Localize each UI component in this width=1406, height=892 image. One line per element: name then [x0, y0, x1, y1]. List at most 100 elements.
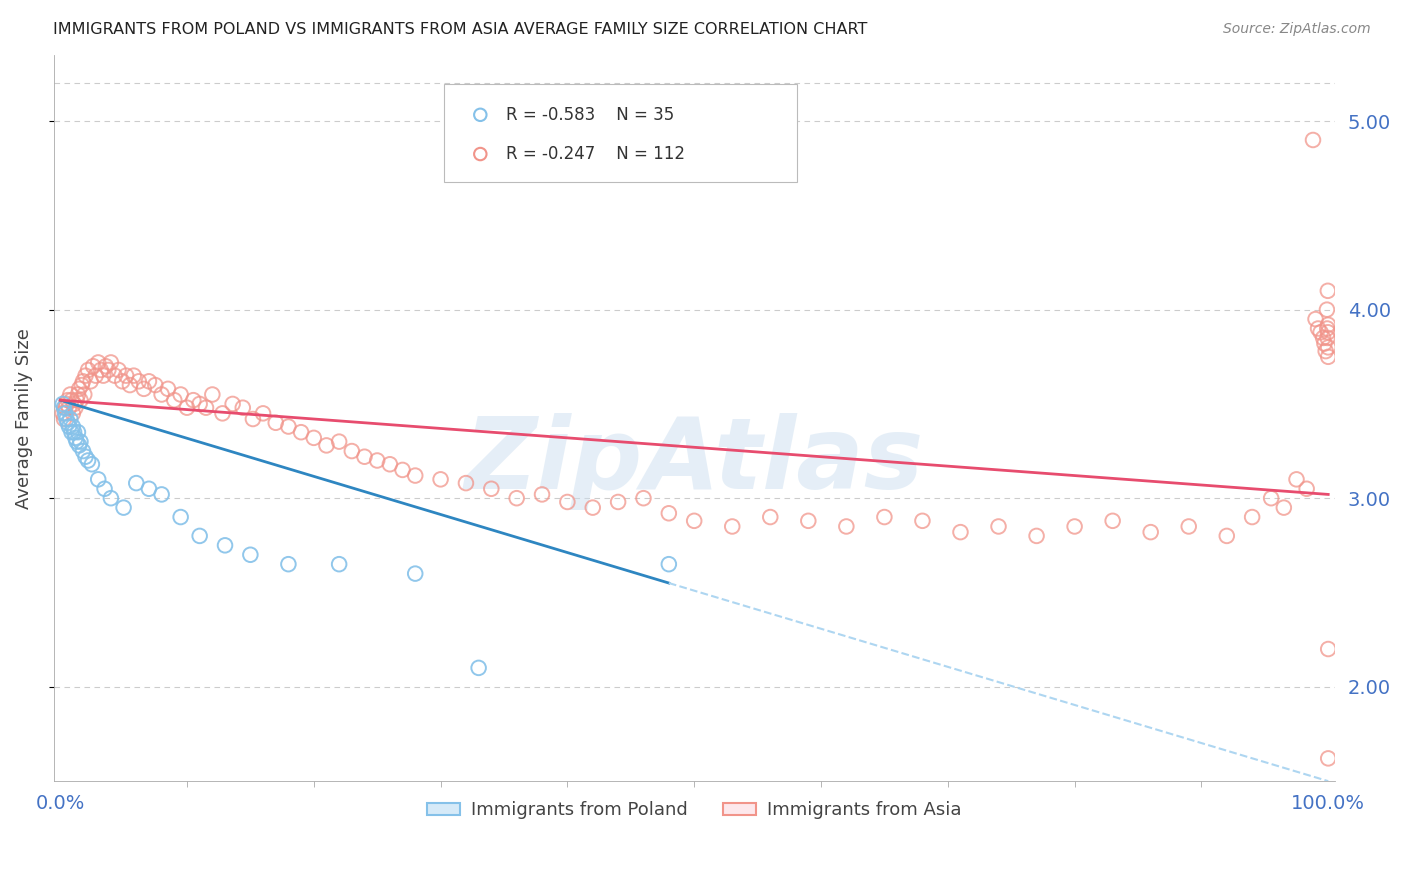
Point [111, 374, 134, 388]
Point [118, 378, 141, 392]
Point [150, 387, 173, 401]
Point [378, 457, 401, 471]
Point [84, 368, 107, 383]
Point [75, 368, 97, 383]
Point [52, 406, 75, 420]
Point [100, 355, 122, 369]
Point [79, 374, 101, 388]
Point [59, 412, 82, 426]
Point [264, 416, 287, 430]
Point [122, 368, 145, 383]
Point [949, 525, 972, 540]
Point [391, 463, 413, 477]
Point [169, 510, 191, 524]
Point [66, 387, 89, 401]
Point [835, 519, 858, 533]
Point [59, 387, 82, 401]
Point [429, 472, 451, 486]
Point [104, 368, 127, 383]
Point [454, 476, 477, 491]
Point [150, 487, 173, 501]
Point [53, 401, 76, 415]
Point [176, 401, 198, 415]
Point [62, 406, 84, 420]
Point [55, 397, 77, 411]
Point [181, 393, 204, 408]
Point [721, 519, 744, 533]
Point [328, 434, 350, 449]
Point [353, 450, 375, 464]
Point [125, 476, 148, 491]
Point [77, 453, 100, 467]
Point [55, 412, 77, 426]
Text: Source: ZipAtlas.com: Source: ZipAtlas.com [1223, 22, 1371, 37]
Point [1317, 751, 1340, 765]
Point [1317, 340, 1340, 354]
Point [75, 450, 97, 464]
Point [759, 510, 782, 524]
Point [156, 382, 179, 396]
Point [582, 500, 605, 515]
Point [112, 500, 135, 515]
Point [66, 425, 89, 440]
Point [72, 444, 94, 458]
Point [252, 406, 274, 420]
Point [63, 397, 86, 411]
Point [1285, 472, 1308, 486]
Point [232, 401, 254, 415]
Point [911, 514, 934, 528]
Point [91, 368, 114, 383]
Point [1317, 350, 1340, 364]
Point [277, 419, 299, 434]
Point [77, 363, 100, 377]
Point [1316, 321, 1339, 335]
Point [138, 374, 160, 388]
Point [1295, 482, 1317, 496]
Point [531, 487, 554, 501]
Point [94, 359, 117, 374]
Point [56, 416, 79, 430]
FancyBboxPatch shape [444, 84, 797, 182]
Point [1317, 318, 1340, 332]
Point [1316, 331, 1339, 345]
Point [169, 387, 191, 401]
Point [987, 519, 1010, 533]
Point [214, 538, 236, 552]
Point [1315, 344, 1337, 359]
Point [1316, 302, 1339, 317]
Point [1302, 133, 1324, 147]
Point [221, 397, 243, 411]
Point [1316, 326, 1339, 340]
Point [201, 387, 224, 401]
Point [1063, 519, 1085, 533]
Point [188, 529, 211, 543]
Point [1312, 331, 1334, 345]
Point [115, 368, 138, 383]
Point [58, 401, 80, 415]
Point [132, 382, 155, 396]
Point [69, 434, 91, 449]
Point [1309, 326, 1331, 340]
Point [1306, 321, 1329, 335]
Point [195, 401, 218, 415]
Point [1025, 529, 1047, 543]
Point [633, 491, 655, 506]
Point [467, 661, 489, 675]
Point [80, 457, 103, 471]
Point [1139, 525, 1161, 540]
Text: R = -0.583    N = 35: R = -0.583 N = 35 [506, 106, 675, 124]
Point [302, 431, 325, 445]
Point [73, 387, 96, 401]
Point [1272, 500, 1295, 515]
Point [277, 557, 299, 571]
Point [69, 393, 91, 408]
Point [242, 412, 264, 426]
Point [340, 444, 363, 458]
Point [1241, 510, 1264, 524]
Point [72, 374, 94, 388]
Point [70, 378, 93, 392]
Point [505, 491, 527, 506]
Point [479, 482, 502, 496]
Point [1305, 312, 1327, 326]
Point [87, 472, 110, 486]
